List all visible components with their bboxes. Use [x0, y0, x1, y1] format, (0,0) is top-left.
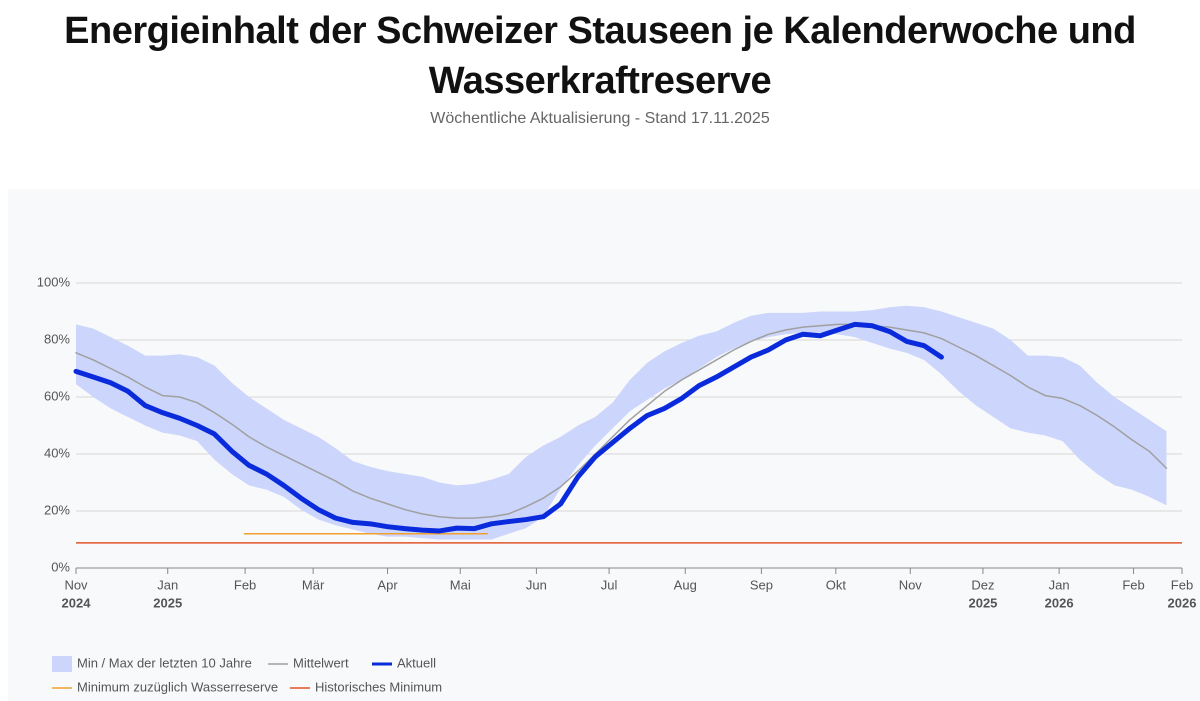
x-tick-label: Dez	[971, 577, 994, 592]
x-tick-label: Aug	[674, 577, 697, 592]
x-tick-year: 2025	[968, 595, 997, 610]
y-tick-label: 40%	[44, 445, 70, 460]
y-tick-label: 60%	[44, 388, 70, 403]
x-tick-label: Mai	[450, 577, 471, 592]
x-tick-label: Jul	[601, 577, 618, 592]
y-tick-label: 20%	[44, 502, 70, 517]
x-tick-label: Feb	[234, 577, 256, 592]
chart-title: Energieinhalt der Schweizer Stauseen je …	[64, 10, 1136, 102]
y-tick-label: 0%	[51, 559, 70, 574]
x-tick-label: Sep	[750, 577, 773, 592]
chart-subtitle: Wöchentliche Aktualisierung - Stand 17.1…	[430, 110, 770, 127]
x-tick-label: Feb	[1122, 577, 1144, 592]
x-tick-label: Jun	[526, 577, 547, 592]
x-tick-year: 2026	[1168, 595, 1197, 610]
legend-label: Aktuell	[397, 655, 436, 670]
x-tick-label: Apr	[377, 577, 398, 592]
legend-label: Mittelwert	[293, 655, 349, 670]
legend-label: Historisches Minimum	[315, 679, 442, 694]
x-tick-label: Nov	[64, 577, 88, 592]
y-tick-label: 100%	[37, 274, 71, 289]
x-tick-label: Feb	[1171, 577, 1193, 592]
x-tick-label: Okt	[826, 577, 847, 592]
y-tick-label: 80%	[44, 331, 70, 346]
x-tick-label: Nov	[899, 577, 923, 592]
series-line	[73, 321, 944, 534]
x-tick-year: 2025	[153, 595, 182, 610]
header: Energieinhalt der Schweizer Stauseen je …	[0, 0, 1200, 128]
x-tick-year: 2026	[1045, 595, 1074, 610]
x-tick-year: 2024	[62, 595, 92, 610]
x-tick-label: Mär	[302, 577, 325, 592]
x-tick-label: Jan	[157, 577, 178, 592]
legend-label: Min / Max der letzten 10 Jahre	[77, 655, 252, 670]
range-band	[76, 305, 1167, 540]
x-tick-label: Jan	[1049, 577, 1070, 592]
legend-label: Minimum zuzüglich Wasserreserve	[77, 679, 278, 694]
series-line	[75, 323, 1168, 519]
legend-swatch	[52, 656, 72, 672]
